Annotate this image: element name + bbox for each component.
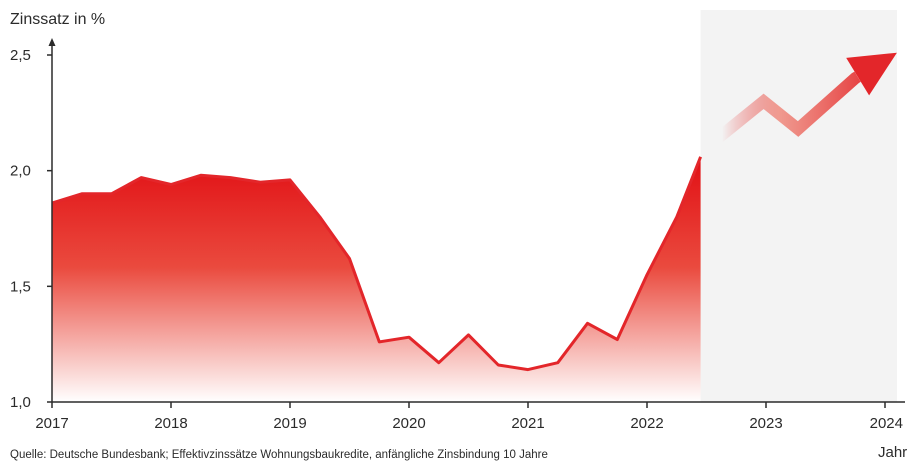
x-tick-label: 2019 — [273, 415, 306, 432]
source-note: Quelle: Deutsche Bundesbank; Effektivzin… — [10, 449, 548, 461]
forecast-arrow-shaft — [702, 71, 861, 153]
x-tick-label: 2017 — [35, 415, 68, 432]
y-axis-arrow — [48, 38, 56, 46]
y-axis-title: Zinssatz in % — [10, 11, 105, 28]
y-axis-ticks: 1,0 1,5 2,0 2,5 — [10, 47, 52, 411]
interest-rate-line — [51, 156, 702, 372]
y-tick-label: 1,0 — [10, 394, 31, 411]
forecast-arrow-head — [846, 52, 897, 96]
x-tick-label: 2020 — [392, 415, 425, 432]
interest-rate-area — [52, 156, 701, 402]
axes — [48, 38, 905, 403]
x-tick-label: 2024 — [870, 415, 903, 432]
x-tick-label: 2018 — [154, 415, 187, 432]
y-tick-label: 2,0 — [10, 163, 31, 180]
y-tick-label: 1,5 — [10, 278, 31, 295]
x-axis-title: Jahr — [878, 444, 907, 461]
x-axis-ticks: 2017 2018 2019 2020 2021 2022 2023 2024 — [35, 402, 903, 432]
x-tick-label: 2023 — [749, 415, 782, 432]
x-tick-label: 2022 — [630, 415, 663, 432]
y-tick-label: 2,5 — [10, 47, 31, 64]
forecast-arrow — [702, 52, 897, 153]
x-tick-label: 2021 — [511, 415, 544, 432]
